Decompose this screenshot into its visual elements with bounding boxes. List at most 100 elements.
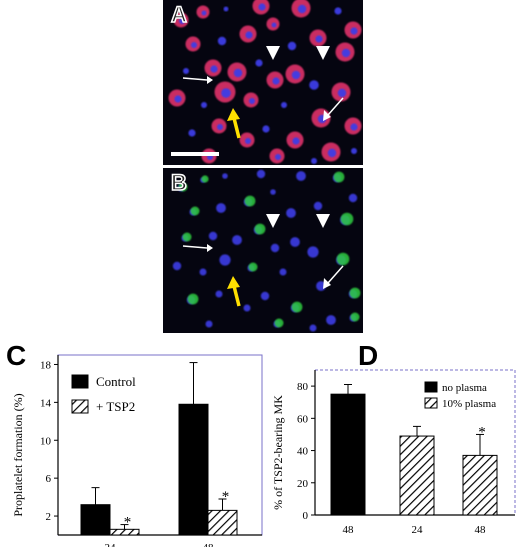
cell-nucleus — [172, 261, 182, 271]
bar-tsp2 — [207, 509, 238, 536]
arrowhead-marker — [316, 214, 330, 228]
cell-nucleus — [179, 18, 185, 24]
cell-nucleus — [313, 201, 323, 211]
y-tick-label: 6 — [46, 473, 52, 485]
cell — [344, 21, 362, 39]
y-tick-label: 20 — [297, 478, 309, 490]
cell-nucleus — [260, 291, 270, 301]
cell-nucleus — [286, 208, 296, 218]
y-tick-label: 0 — [303, 510, 309, 522]
cell-tsp2-signal — [187, 293, 199, 305]
micrograph-b: B — [163, 168, 363, 333]
cell — [270, 189, 276, 195]
cell-nucleus — [307, 246, 319, 258]
white-arrow-right-head — [323, 110, 331, 121]
cell — [223, 6, 229, 12]
legend-swatch — [424, 381, 438, 393]
bar — [330, 393, 366, 516]
cell-tsp2-signal — [182, 232, 192, 242]
micrograph-b-image — [172, 169, 361, 332]
x-tick-label: 24 — [105, 542, 117, 547]
cell — [285, 64, 305, 84]
cell-tsp2-signal — [201, 175, 209, 183]
y-tick-label: 80 — [297, 381, 309, 393]
cell — [266, 17, 280, 31]
cell — [243, 195, 256, 207]
cell-nucleus — [262, 125, 270, 133]
cell — [348, 193, 358, 203]
significance-star: * — [124, 515, 132, 531]
cell — [269, 148, 285, 164]
significance-star: * — [222, 489, 230, 505]
yellow-arrow — [232, 285, 241, 307]
cell-nucleus — [256, 169, 266, 179]
cell-nucleus — [275, 154, 281, 160]
panel-d-label: D — [358, 340, 379, 371]
cell-nucleus — [341, 48, 351, 58]
cell — [262, 125, 270, 133]
cell — [332, 171, 345, 183]
cell — [243, 92, 259, 108]
cell — [313, 201, 323, 211]
legend-swatch — [424, 397, 438, 409]
panel-b-label: B — [170, 169, 187, 196]
cell — [196, 5, 210, 19]
significance-star: * — [478, 424, 486, 440]
cell-tsp2-signal — [244, 195, 256, 207]
legend-swatch — [71, 399, 89, 414]
cell-nucleus — [219, 254, 231, 266]
cell-nucleus — [208, 231, 218, 241]
x-tick-label: 48 — [343, 524, 355, 536]
cell-nucleus — [221, 88, 231, 98]
yellow-arrow-head — [227, 108, 240, 121]
cell — [286, 208, 296, 218]
cell-tsp2-signal — [350, 312, 360, 322]
cell — [211, 118, 227, 134]
y-tick-label: 10 — [40, 435, 52, 447]
cell — [321, 142, 341, 162]
cell-nucleus — [351, 148, 357, 154]
bar — [399, 435, 435, 516]
cell — [200, 175, 209, 183]
cell-tsp2-signal — [336, 252, 350, 266]
y-tick-label: 2 — [46, 511, 52, 523]
cell — [232, 235, 242, 245]
cell-tsp2-signal — [291, 301, 303, 313]
cell — [273, 318, 284, 328]
cell-nucleus — [291, 70, 301, 80]
cell — [270, 243, 280, 253]
panel-c-label: C — [6, 340, 27, 371]
chart-d: 0 20 40 60 80 % of TSP2-bearing MK 48 24 * 48 no p… — [271, 369, 516, 536]
cell — [239, 25, 257, 43]
cell-nucleus — [270, 243, 280, 253]
cell — [336, 252, 350, 266]
white-arrow-right — [327, 265, 344, 284]
white-arrow-right-head — [323, 278, 331, 289]
cell — [181, 232, 192, 242]
cell-nucleus — [270, 189, 276, 195]
cell-nucleus — [174, 95, 182, 103]
cell — [309, 29, 327, 47]
cell-nucleus — [222, 173, 228, 179]
white-arrow-left — [182, 77, 208, 81]
legend-swatch — [71, 374, 89, 389]
micrograph-a: A — [163, 0, 363, 165]
cell-nucleus — [199, 268, 207, 276]
cell-nucleus — [309, 80, 319, 90]
cell — [199, 268, 207, 276]
y-tick-label: 60 — [297, 413, 309, 425]
cell — [348, 287, 361, 299]
cell-nucleus — [296, 171, 306, 181]
cell — [307, 246, 319, 258]
cell-nucleus — [191, 42, 197, 48]
cell-nucleus — [215, 290, 223, 298]
cell — [281, 102, 287, 108]
bar-control — [178, 403, 209, 536]
cell — [335, 42, 355, 62]
cell — [177, 182, 188, 192]
y-tick-label: 40 — [297, 446, 309, 458]
cell-nucleus — [188, 129, 196, 137]
cell-nucleus — [232, 235, 242, 245]
cell-nucleus — [210, 65, 218, 73]
cell-nucleus — [279, 268, 287, 276]
